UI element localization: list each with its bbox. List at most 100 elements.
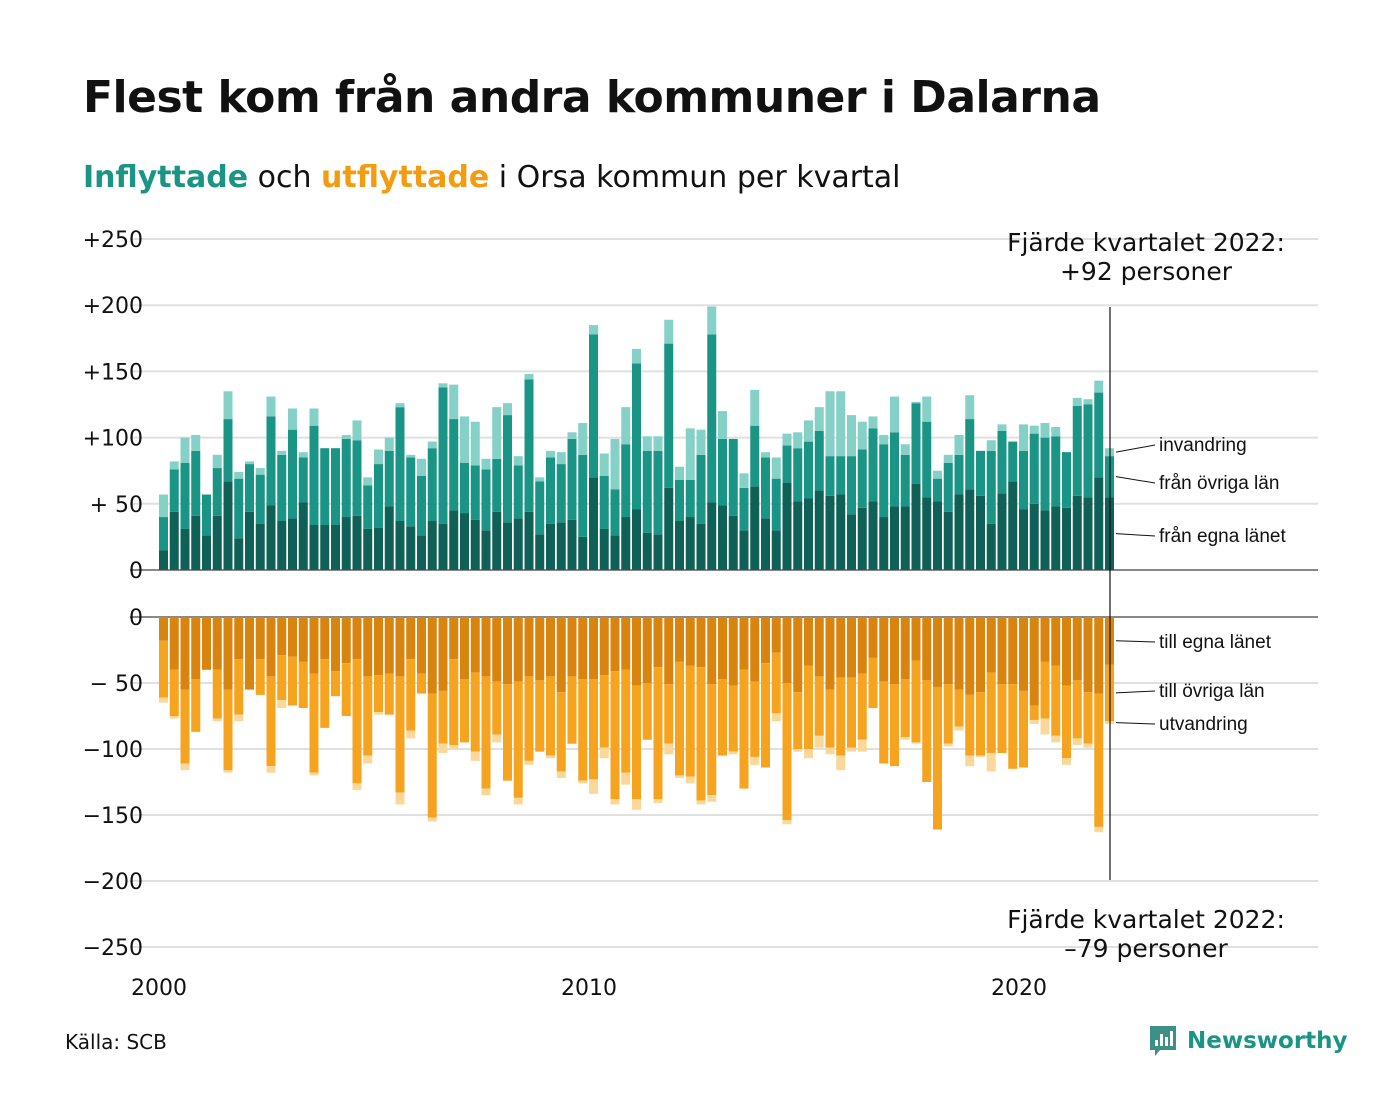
bar-out-segment (1094, 617, 1104, 694)
bar-in-segment (1062, 452, 1071, 508)
bar-out-segment (900, 737, 910, 740)
y-tick-label: +150 (83, 360, 143, 385)
x-tick-label: 2000 (131, 976, 187, 1001)
label-fran-ovriga-lan: från övriga län (1159, 473, 1279, 494)
y-tick-label: − 50 (90, 672, 143, 697)
bar-out-segment (202, 617, 211, 670)
bar-out-segment (513, 617, 523, 682)
bar-out-segment (492, 681, 502, 735)
bar-in-segment (911, 403, 921, 484)
bar-out-segment (836, 755, 846, 771)
bar-out-segment (739, 669, 749, 789)
bar-out-segment (1072, 680, 1082, 739)
bar-out-segment (976, 755, 985, 757)
bar-in-segment (191, 515, 201, 570)
bar-out-segment (610, 617, 620, 672)
bar-in-segment (728, 515, 738, 570)
bar-out-segment (793, 749, 803, 752)
bar-in-segment (1029, 503, 1039, 570)
bar-in-segment (954, 494, 964, 570)
bar-out-segment (492, 734, 502, 743)
bar-in-segment (180, 437, 190, 463)
bar-in-segment (1040, 437, 1050, 511)
bar-in-segment (825, 456, 835, 496)
bar-out-segment (169, 617, 179, 670)
bar-out-segment (718, 679, 727, 756)
bar-out-segment (718, 617, 727, 680)
bar-out-segment (406, 659, 416, 731)
bar-out-segment (943, 617, 953, 685)
bar-out-segment (825, 689, 835, 748)
bar-out-segment (288, 617, 297, 657)
bar-in-segment (255, 523, 265, 570)
bar-in-segment (621, 407, 631, 445)
bar-in-segment (632, 363, 641, 510)
bar-in-segment (460, 462, 469, 514)
bar-out-segment (395, 792, 405, 805)
bar-out-segment (266, 617, 276, 677)
bar-out-segment (556, 771, 566, 779)
bar-out-segment (997, 617, 1007, 685)
bar-in-segment (589, 477, 598, 570)
bar-out-segment (159, 617, 168, 641)
bar-in-segment (503, 522, 512, 570)
bar-out-segment (642, 617, 652, 683)
bar-in-segment (986, 450, 996, 524)
bar-in-segment (857, 421, 867, 450)
bar-out-segment (234, 659, 244, 715)
bar-out-segment (675, 775, 684, 779)
bar-in-segment (427, 441, 437, 449)
bar-in-segment (1072, 495, 1082, 570)
bar-out-segment (524, 760, 534, 765)
bar-out-segment (384, 617, 394, 674)
bar-out-segment (911, 742, 921, 744)
bar-in-segment (900, 506, 910, 570)
bar-in-segment (374, 464, 383, 528)
bar-in-segment (965, 489, 975, 570)
bar-out-segment (352, 617, 362, 660)
bar-in-segment (395, 403, 405, 408)
y-tick-label: 0 (129, 559, 143, 584)
bar-in-segment (288, 408, 297, 430)
bar-out-segment (675, 661, 684, 776)
bar-in-segment (589, 334, 598, 478)
bar-out-segment (352, 783, 362, 790)
bar-out-segment (1051, 665, 1061, 736)
bar-in-segment (277, 450, 287, 455)
bar-in-segment (890, 396, 899, 433)
bar-out-segment (911, 660, 921, 743)
bar-in-segment (922, 497, 932, 570)
bar-in-segment (707, 306, 717, 335)
bar-in-segment (1051, 436, 1061, 507)
bar-in-segment (159, 550, 168, 570)
bar-out-segment (277, 655, 287, 701)
bar-in-segment (589, 325, 598, 335)
bar-out-segment (427, 817, 437, 822)
bar-in-segment (266, 416, 276, 506)
bar-out-segment (976, 617, 985, 693)
bar-out-segment (341, 663, 351, 716)
bar-out-segment (1029, 719, 1039, 724)
bar-in-segment (814, 430, 824, 491)
bar-in-segment (535, 534, 545, 570)
label-leader (1115, 640, 1156, 643)
bar-in-segment (804, 441, 813, 499)
bar-out-segment (599, 617, 609, 676)
bar-in-segment (309, 408, 319, 426)
bar-out-segment (836, 677, 846, 756)
bar-out-segment (438, 743, 448, 753)
bar-in-segment (814, 490, 824, 570)
bar-in-segment (438, 387, 448, 524)
bar-out-segment (868, 657, 878, 709)
bar-out-segment (277, 617, 287, 656)
y-tick-label: + 50 (90, 493, 143, 518)
bar-in-segment (911, 401, 921, 404)
bar-out-segment (750, 617, 760, 682)
bar-out-segment (933, 686, 942, 830)
bar-in-segment (1019, 450, 1028, 510)
bar-in-segment (341, 438, 351, 518)
bar-in-segment (879, 444, 889, 518)
bar-in-segment (546, 457, 555, 524)
bar-in-segment (890, 506, 899, 570)
bar-in-segment (1094, 477, 1104, 570)
